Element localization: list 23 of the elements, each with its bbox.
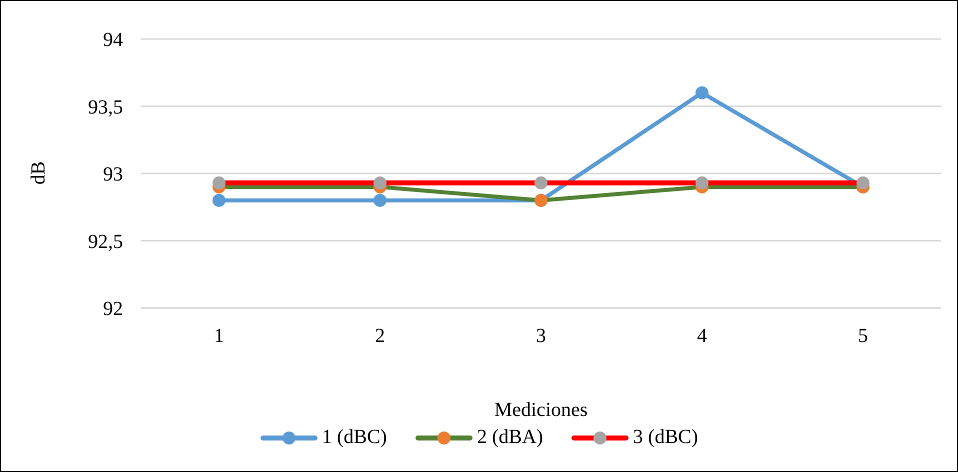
point bbox=[856, 176, 870, 190]
legend-label: 1 (dBC) bbox=[322, 426, 387, 449]
y-axis-title: dB bbox=[28, 161, 50, 185]
x-tick-label: 3 bbox=[536, 325, 546, 348]
legend-label: 2 (dBA) bbox=[476, 426, 544, 449]
x-tick-label: 1 bbox=[214, 325, 224, 348]
y-tick-label: 93,5 bbox=[88, 96, 123, 118]
point bbox=[212, 176, 226, 190]
point bbox=[696, 176, 708, 190]
point bbox=[374, 194, 386, 207]
point bbox=[212, 194, 226, 207]
x-axis-title: Mediciones bbox=[493, 399, 589, 422]
x-tick-label: 4 bbox=[697, 325, 707, 348]
point bbox=[374, 176, 386, 190]
x-tick-label: 5 bbox=[858, 325, 868, 348]
y-tick-label: 94 bbox=[103, 29, 123, 52]
point bbox=[696, 86, 708, 100]
y-tick-label: 93 bbox=[103, 164, 123, 186]
point bbox=[534, 176, 548, 190]
legend-label: 3 (dBC) bbox=[633, 426, 698, 449]
x-tick-label: 2 bbox=[375, 325, 385, 348]
y-tick-label: 92 bbox=[103, 298, 123, 320]
y-tick-label: 92,5 bbox=[88, 230, 123, 253]
